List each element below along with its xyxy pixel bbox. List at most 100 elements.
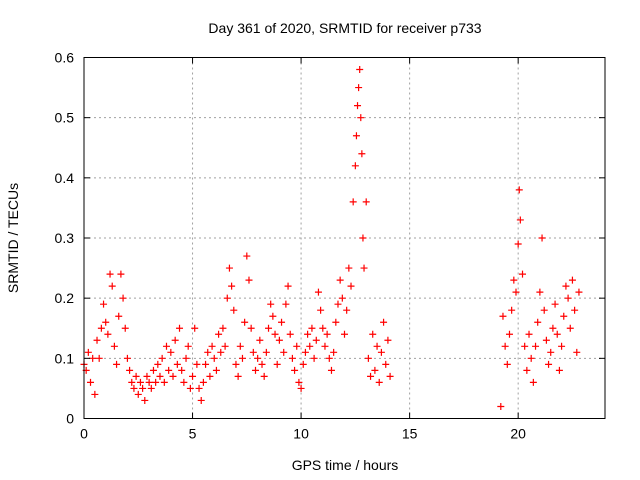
- axis-ticks: 0 5 10 15 20 0 0.1 0.2 0.3 0.4 0.5 0.6: [55, 50, 605, 442]
- data-point: [349, 198, 357, 206]
- data-point: [202, 360, 210, 368]
- data-point: [197, 396, 205, 404]
- data-point: [515, 186, 523, 194]
- data-point: [206, 372, 214, 380]
- x-tick-label: 10: [293, 426, 309, 442]
- data-point: [542, 336, 550, 344]
- data-point: [562, 282, 570, 290]
- y-tick-label: 0.1: [55, 350, 75, 366]
- data-point: [357, 114, 365, 122]
- data-point: [571, 306, 579, 314]
- data-point: [519, 270, 527, 278]
- data-point: [186, 384, 194, 392]
- data-point: [251, 366, 259, 374]
- data-point: [332, 318, 340, 326]
- data-point: [165, 366, 173, 374]
- data-point: [136, 378, 144, 386]
- data-point: [341, 330, 348, 338]
- data-point: [371, 366, 379, 374]
- data-point: [97, 324, 105, 332]
- data-point: [100, 300, 108, 308]
- data-point: [258, 360, 266, 368]
- data-point: [152, 378, 160, 386]
- data-point: [540, 306, 548, 314]
- data-point: [558, 342, 566, 350]
- data-point: [564, 294, 572, 302]
- data-point: [354, 102, 362, 110]
- y-axis-label: SRMTID / TECUs: [5, 183, 21, 293]
- x-axis-label: GPS time / hours: [292, 457, 399, 473]
- data-point: [173, 360, 181, 368]
- data-point: [551, 300, 559, 308]
- data-point: [525, 330, 533, 338]
- data-point: [223, 294, 231, 302]
- data-point: [293, 342, 301, 350]
- chart-title: Day 361 of 2020, SRMTID for receiver p73…: [208, 20, 481, 36]
- data-point: [310, 354, 318, 362]
- data-point: [232, 360, 240, 368]
- data-point: [154, 360, 162, 368]
- data-point: [104, 330, 112, 338]
- y-tick-label: 0: [66, 411, 74, 427]
- y-tick-label: 0.5: [55, 110, 75, 126]
- data-point: [225, 264, 233, 272]
- data-point: [238, 354, 246, 362]
- data-point: [269, 312, 277, 320]
- data-point: [106, 270, 114, 278]
- data-point: [189, 372, 197, 380]
- data-point: [317, 306, 325, 314]
- data-point: [536, 288, 544, 296]
- data-point: [514, 240, 522, 248]
- data-point: [358, 150, 366, 158]
- data-point: [523, 366, 531, 374]
- data-point: [221, 342, 229, 350]
- data-point: [364, 354, 372, 362]
- data-point: [282, 300, 290, 308]
- data-point: [549, 324, 557, 332]
- data-point: [566, 324, 574, 332]
- data-point: [545, 360, 553, 368]
- data-point: [204, 348, 212, 356]
- x-tick-label: 15: [402, 426, 418, 442]
- y-tick-label: 0.4: [55, 170, 75, 186]
- data-point: [134, 390, 142, 398]
- data-point: [356, 66, 364, 74]
- data-point: [212, 366, 220, 374]
- data-point: [167, 348, 175, 356]
- data-point: [553, 330, 561, 338]
- data-point: [291, 366, 299, 374]
- data-point: [130, 384, 138, 392]
- data-point: [245, 276, 253, 284]
- data-point: [508, 306, 516, 314]
- data-point: [193, 360, 201, 368]
- data-point: [369, 330, 377, 338]
- data-point: [241, 318, 249, 326]
- data-point: [247, 324, 255, 332]
- x-tick-label: 5: [189, 426, 197, 442]
- data-point: [256, 336, 264, 344]
- data-point: [288, 354, 296, 362]
- data-point: [338, 294, 346, 302]
- data-point: [113, 360, 121, 368]
- data-point: [299, 360, 307, 368]
- data-point: [568, 276, 576, 284]
- data-point: [360, 264, 368, 272]
- data-point: [280, 348, 288, 356]
- data-point: [560, 312, 568, 320]
- y-tick-label: 0.3: [55, 230, 75, 246]
- data-point: [84, 348, 92, 356]
- data-point: [334, 300, 342, 308]
- data-point: [145, 378, 153, 386]
- data-point: [115, 312, 123, 320]
- data-point: [162, 342, 170, 350]
- data-point: [512, 288, 520, 296]
- data-point: [321, 342, 329, 350]
- data-point: [534, 318, 542, 326]
- data-point: [132, 372, 140, 380]
- data-point: [297, 384, 305, 392]
- data-point: [160, 378, 168, 386]
- data-point: [510, 276, 518, 284]
- data-point: [208, 342, 216, 350]
- data-point: [265, 324, 273, 332]
- data-point: [352, 132, 360, 140]
